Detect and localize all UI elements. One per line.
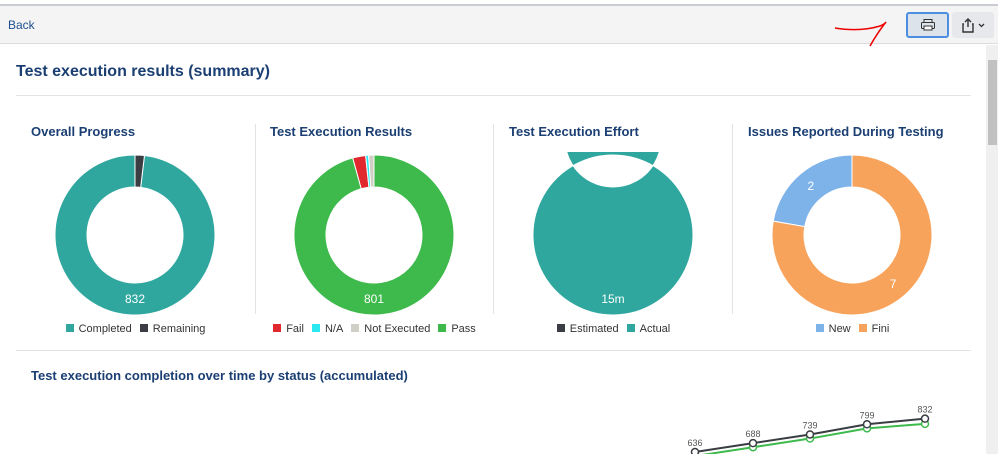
scrollbar-thumb[interactable] — [988, 60, 997, 145]
toolbar: Back — [0, 6, 998, 47]
donut-chart: 801 — [293, 154, 455, 316]
legend-label: Fail — [286, 323, 304, 335]
page-title: Test execution results (summary) — [16, 63, 271, 80]
chart-title: Test execution completion over time by s… — [31, 368, 408, 383]
legend-label: Pass — [451, 323, 476, 335]
data-point[interactable] — [805, 430, 815, 439]
legend: Estimated Actual — [494, 323, 733, 335]
completion-line-chart: 636 688 739 799 832 — [687, 405, 933, 454]
data-label: 688 — [745, 429, 760, 439]
donut-value-label: 801 — [364, 292, 384, 306]
legend-item[interactable]: Completed — [65, 323, 132, 335]
legend-label: N/A — [324, 323, 344, 335]
scrollbar[interactable] — [986, 45, 998, 454]
annotation-arrow-icon — [834, 21, 887, 47]
back-link[interactable]: Back — [8, 18, 35, 32]
divider — [732, 124, 733, 314]
divider — [16, 350, 971, 351]
chart-panel: Overall Progress 832 Completed Remaining — [16, 124, 255, 339]
donut-slice-remaining[interactable] — [134, 154, 146, 188]
donut-slice-actual[interactable] — [532, 152, 694, 316]
legend-item[interactable]: Not Executed — [351, 323, 430, 335]
legend-swatch — [311, 324, 320, 332]
data-label: 799 — [859, 410, 874, 420]
share-icon — [961, 17, 974, 33]
legend-item[interactable]: Actual — [626, 323, 671, 335]
window-top-border — [0, 0, 998, 6]
chevron-down-icon — [978, 23, 984, 27]
panel-title: Overall Progress — [31, 124, 136, 139]
legend-label: Completed — [78, 323, 132, 335]
legend-item[interactable]: Fail — [273, 323, 304, 335]
panel-title: Test Execution Results — [270, 124, 413, 139]
printer-icon — [920, 19, 935, 31]
legend-item[interactable]: Pass — [438, 323, 476, 335]
export-button[interactable] — [952, 12, 994, 38]
legend: Fail N/A Not Executed Pass — [255, 323, 494, 335]
divider — [255, 124, 256, 314]
donut-slice-fini[interactable] — [771, 154, 933, 316]
legend-swatch — [65, 324, 74, 332]
legend: Completed Remaining — [16, 323, 255, 335]
legend-item[interactable]: Remaining — [139, 323, 206, 335]
legend-item[interactable]: N/A — [311, 323, 344, 335]
data-point[interactable] — [748, 438, 758, 448]
donut-slice-completed[interactable] — [54, 154, 216, 316]
data-label: 832 — [917, 405, 932, 415]
data-point[interactable] — [862, 420, 872, 429]
donut-value-label: 832 — [125, 292, 145, 306]
legend-swatch — [626, 324, 635, 332]
divider — [16, 95, 971, 96]
legend-label: Fini — [871, 323, 890, 335]
data-label: 739 — [802, 420, 817, 430]
donut-value-label: 15m — [601, 292, 624, 306]
slice-label: 7 — [890, 277, 897, 291]
panel-title: Test Execution Effort — [509, 124, 639, 139]
donut-slice-pass[interactable] — [293, 154, 455, 316]
divider — [493, 124, 494, 314]
legend-swatch — [273, 324, 282, 332]
legend-label: Actual — [639, 323, 671, 335]
data-label: 636 — [687, 438, 702, 448]
print-button[interactable] — [906, 12, 949, 38]
legend-label: New — [828, 323, 851, 335]
donut-chart: 15m — [532, 152, 694, 316]
chart-panel: Test Execution Effort 15m Estimated Actual — [494, 124, 733, 339]
legend-swatch — [858, 324, 867, 332]
legend-label: Remaining — [152, 323, 206, 335]
data-point[interactable] — [920, 414, 930, 423]
legend-label: Not Executed — [364, 323, 431, 335]
data-point[interactable] — [690, 447, 700, 454]
legend-label: Estimated — [569, 323, 619, 335]
chart-panel: Issues Reported During Testing 2 7 New Fini — [733, 124, 972, 339]
panel-title: Issues Reported During Testing — [748, 124, 944, 139]
legend-swatch — [438, 324, 447, 332]
legend-swatch — [556, 324, 565, 332]
legend: New Fini — [733, 323, 972, 335]
slice-label: 2 — [808, 179, 815, 193]
legend-swatch — [139, 324, 148, 332]
legend-swatch — [815, 324, 824, 332]
legend-item[interactable]: New — [815, 323, 851, 335]
legend-swatch — [351, 324, 360, 332]
legend-item[interactable]: Fini — [858, 323, 890, 335]
legend-item[interactable]: Estimated — [556, 323, 619, 335]
chart-panel: Test Execution Results 801 Fail N/A Not Exec… — [255, 124, 494, 339]
donut-chart: 27 — [771, 154, 933, 316]
donut-chart: 832 — [54, 154, 216, 316]
